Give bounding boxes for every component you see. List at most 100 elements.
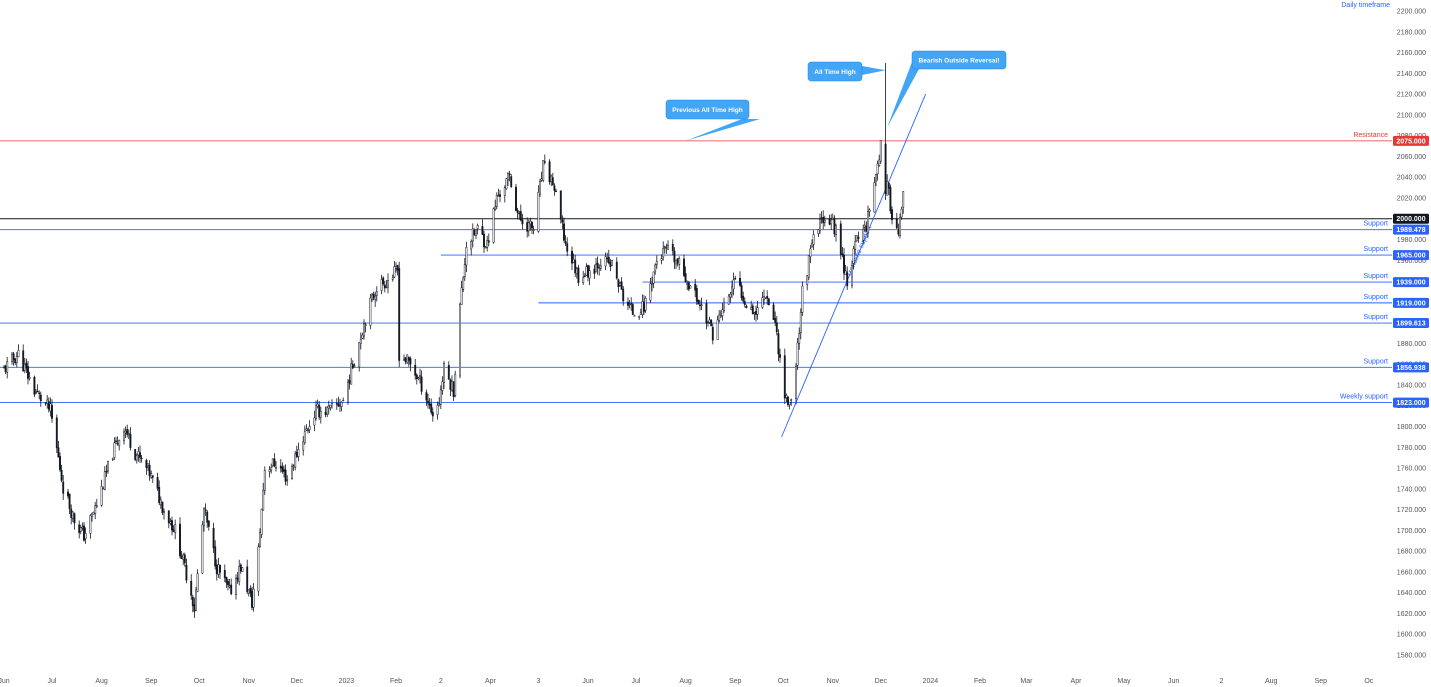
candle [39,391,42,407]
candle [631,302,634,315]
price-badge-bg [1393,297,1429,308]
candle-body [708,319,711,323]
candle-body [283,469,285,472]
candle-body [308,426,311,431]
candle-body [617,279,620,288]
candle-body [676,258,679,264]
candle-body [94,505,97,514]
level-label: Support [1363,246,1388,253]
candle [95,498,98,509]
candle-body [318,405,321,418]
candle-body [705,303,708,324]
x-tick-label: 2 [439,678,443,685]
candle-body [406,354,409,364]
candle-body [819,219,821,231]
candle-body [203,508,205,526]
candle [516,207,519,220]
candle [729,291,732,303]
candle-body [787,396,789,406]
candle [268,466,271,478]
candle [281,462,284,474]
candle [190,574,193,600]
candle [438,397,441,407]
candle [588,265,591,286]
callout-pointer [887,62,919,128]
candle [396,264,399,276]
candle [465,241,468,273]
candle [559,190,562,224]
candle [630,297,633,311]
x-tick-label: Sep [1315,678,1328,685]
candle [755,305,757,322]
candle-body [721,309,724,317]
candle [185,558,188,584]
candle [425,389,428,406]
candle [644,296,647,313]
candle [91,512,93,522]
candle-body [46,399,49,404]
candle [113,437,116,460]
candle [587,264,589,282]
candle-body [599,265,602,269]
candle [727,293,730,305]
candle [774,311,777,327]
candle [100,479,103,507]
candle [884,62,887,201]
candle-body [212,527,215,549]
callout-bubble: Bearish Outside Reversal! [887,50,1007,128]
candle-body [561,219,564,223]
candle-body [275,467,277,469]
candle [417,376,420,381]
candle-body [571,250,573,264]
level-label: Support [1363,358,1388,365]
candle-body [102,488,105,490]
candle [699,300,701,311]
candle [873,177,876,213]
candle [17,344,20,358]
candle-body [628,303,631,306]
x-tick-label: Sep [145,678,158,685]
candle [295,445,298,458]
candle [59,452,61,472]
candle-body [582,277,585,283]
candle-body [228,585,231,588]
candle-body [830,219,833,225]
candle [115,436,117,444]
candle-body [430,403,433,413]
candle-body [380,279,383,291]
candle [492,207,495,244]
candle [351,360,354,370]
candle [215,559,218,581]
candle-body [179,523,181,556]
candle-body [831,217,834,220]
candle-body [846,272,849,287]
candle [294,450,297,471]
candle-body [551,177,554,186]
candle [105,464,108,478]
candle-body [6,361,9,373]
level-label: Resistance [1353,132,1388,139]
candle-body [326,407,329,415]
candle [812,230,815,250]
candle-body [193,604,196,612]
candle [350,357,353,385]
candle [628,300,631,309]
candle-body [891,209,893,221]
candle [687,280,690,292]
candle-body [246,566,249,592]
candle-body [700,304,703,306]
candle-body [35,391,37,394]
candle [695,284,698,305]
candle-body [73,513,76,524]
candle [57,440,60,458]
candle [47,397,50,413]
candle-body [638,316,641,318]
candle [627,297,629,310]
candle-body [415,374,418,379]
candle [420,370,423,395]
candle-body [111,458,114,461]
candle [689,285,692,289]
candle [609,259,612,272]
candle-body [113,442,116,458]
